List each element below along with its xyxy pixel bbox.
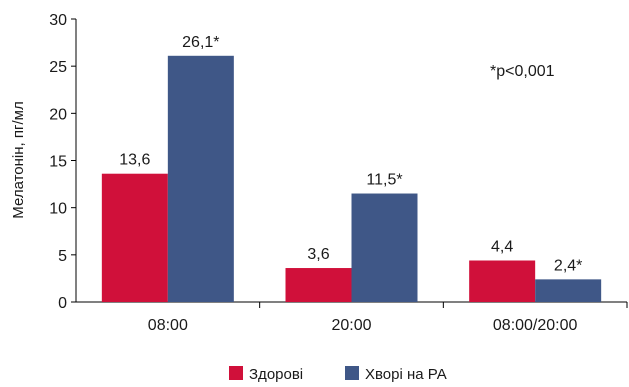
data-label: 13,6 (119, 152, 150, 169)
data-label: 11,5* (366, 172, 402, 189)
bar (469, 260, 536, 302)
bars-group (101, 55, 602, 302)
legend-label: Хворі на РА (365, 366, 447, 383)
bar (101, 173, 168, 302)
data-label: 3,6 (307, 246, 329, 263)
y-tick-label: 30 (49, 12, 67, 29)
bar (167, 55, 234, 302)
legend: Здорові Хворі на РА (229, 366, 447, 383)
y-tick-label: 5 (58, 248, 67, 265)
y-tick-label: 0 (58, 295, 67, 312)
legend-swatch (229, 366, 243, 380)
bar (285, 268, 352, 302)
y-tick-label: 20 (49, 106, 67, 123)
data-labels-group: 13,6 3,6 4,4 26,1* 11,5* 2,4* (119, 34, 582, 275)
y-axis-label: Мелатонін, пг/мл (10, 101, 27, 218)
bar (351, 193, 418, 302)
data-label: 4,4 (491, 238, 513, 255)
data-label: 26,1* (182, 34, 219, 51)
bar (535, 279, 602, 302)
x-tick-label: 20:00 (331, 317, 371, 334)
x-tick-label: 08:00/20:00 (493, 317, 578, 334)
legend-swatch (345, 366, 359, 380)
y-tick-label: 15 (49, 154, 67, 171)
y-tick-label: 10 (49, 201, 67, 218)
legend-label: Здорові (249, 366, 303, 383)
x-tick-label: 08:00 (148, 317, 188, 334)
data-label: 2,4* (554, 257, 582, 274)
y-tick-label: 25 (49, 59, 67, 76)
significance-note: *p<0,001 (490, 63, 555, 80)
